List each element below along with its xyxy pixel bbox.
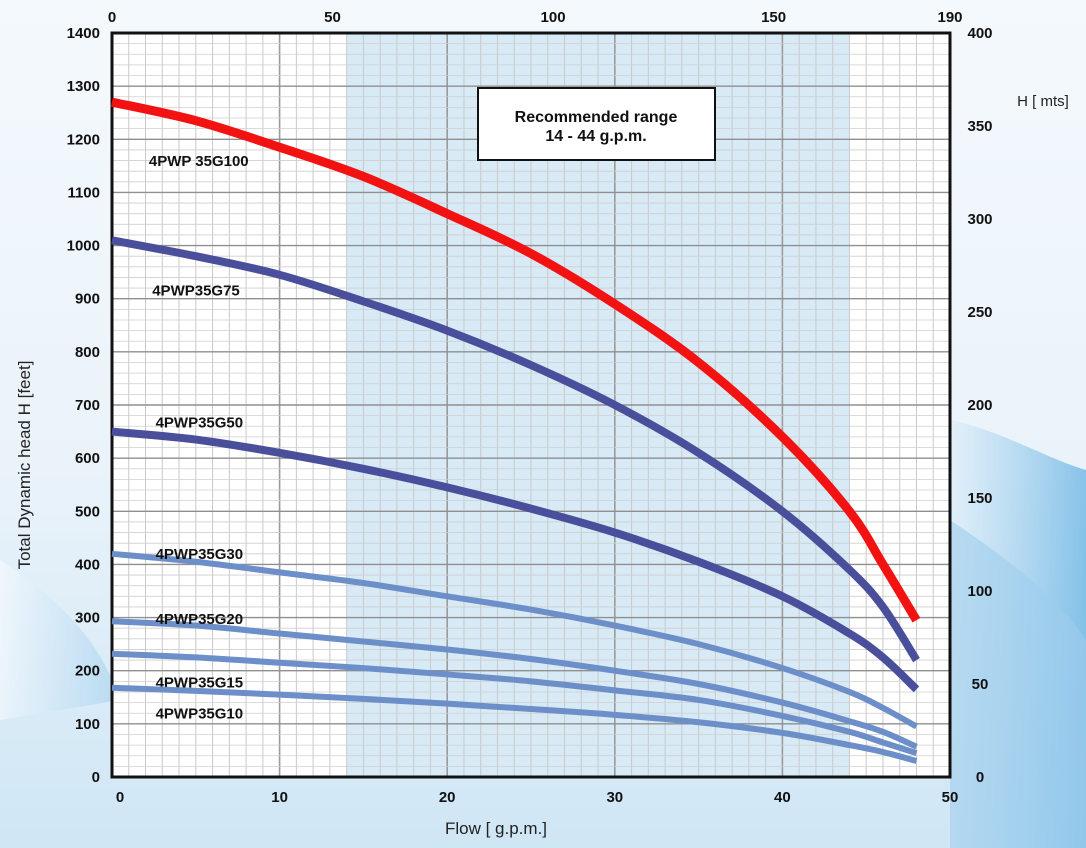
series-line-4pwp35g20: [111, 618, 918, 750]
y2-tick-label: 0: [976, 769, 984, 786]
y2-tick-label: 200: [967, 397, 992, 414]
series-line-4pwp35g15: [111, 650, 918, 756]
y-tick-label: 1000: [67, 238, 100, 255]
recommended-range-box: [477, 87, 716, 161]
series-label: 4PWP35G10: [156, 706, 244, 723]
series-label: 4PWP 35G100: [149, 153, 249, 170]
y-tick-label: 300: [75, 610, 100, 627]
x-tick-label: 10: [271, 789, 288, 806]
x2-tick-label: 100: [541, 9, 566, 26]
y-tick-label: 200: [75, 663, 100, 680]
y-axis-title: Total Dynamic head H [feet]: [15, 361, 34, 570]
series-line-4pwp35g50: [111, 427, 920, 693]
y2-tick-label: 50: [972, 676, 989, 693]
y-tick-label: 400: [75, 556, 100, 573]
y-tick-label: 1100: [67, 184, 100, 201]
x2-tick-label: 190: [937, 9, 962, 26]
pump-curves: 4PWP 35G100 4PWP35G75 4PWP35G50 4PWP35G30 4P…: [111, 97, 921, 764]
x2-tick-label: 150: [761, 9, 786, 26]
y-tick-label: 500: [75, 503, 100, 520]
x-tick-label: 50: [942, 789, 959, 806]
y-tick-label: 600: [75, 450, 100, 467]
y-tick-label: 0: [92, 769, 100, 786]
x-tick-label: 0: [116, 789, 124, 806]
y2-tick-label: 350: [967, 118, 992, 135]
recommended-range-annotation: Recommended range 14 - 44 g.p.m.: [477, 87, 716, 161]
series-line-4pwp35g30: [111, 550, 918, 730]
series-label: 4PWP35G20: [156, 611, 244, 628]
y-tick-label: 100: [75, 716, 100, 733]
y-tick-label: 900: [75, 291, 100, 308]
y-tick-label: 1400: [67, 25, 100, 42]
y-tick-label: 700: [75, 397, 100, 414]
x2-tick-label: 50: [324, 9, 341, 26]
x-tick-label: 40: [774, 789, 791, 806]
series-label: 4PWP35G75: [152, 283, 240, 300]
series-label: 4PWP35G50: [156, 414, 244, 431]
y2-tick-label: 250: [967, 304, 992, 321]
y2-tick-label: 100: [967, 583, 992, 600]
y-tick-label: 1200: [67, 131, 100, 148]
recommended-range-value: 14 - 44 g.p.m.: [545, 128, 646, 145]
y2-tick-label: 400: [967, 25, 992, 42]
x-tick-label: 20: [439, 789, 456, 806]
axis-ticks: 0 10 20 30 40 5001002003004005006007008009001…: [67, 9, 993, 806]
x2-tick-label: 0: [108, 9, 116, 26]
y2-axis-title: H [ mts]: [1017, 93, 1069, 110]
series-line-4pwp35g75: [111, 236, 920, 663]
series-line-4pwp-35g100: [111, 97, 921, 623]
series-line-4pwp35g10: [111, 684, 918, 764]
y-tick-label: 1300: [67, 78, 100, 95]
x-tick-label: 30: [606, 789, 623, 806]
recommended-range-title: Recommended range: [515, 109, 678, 126]
series-label: 4PWP35G30: [156, 546, 244, 563]
y2-tick-label: 150: [967, 490, 992, 507]
plot-frame: [110, 31, 952, 779]
y-tick-label: 800: [75, 344, 100, 361]
y2-tick-label: 300: [967, 211, 992, 228]
x-axis-title: Flow [ g.p.m.]: [445, 819, 547, 838]
